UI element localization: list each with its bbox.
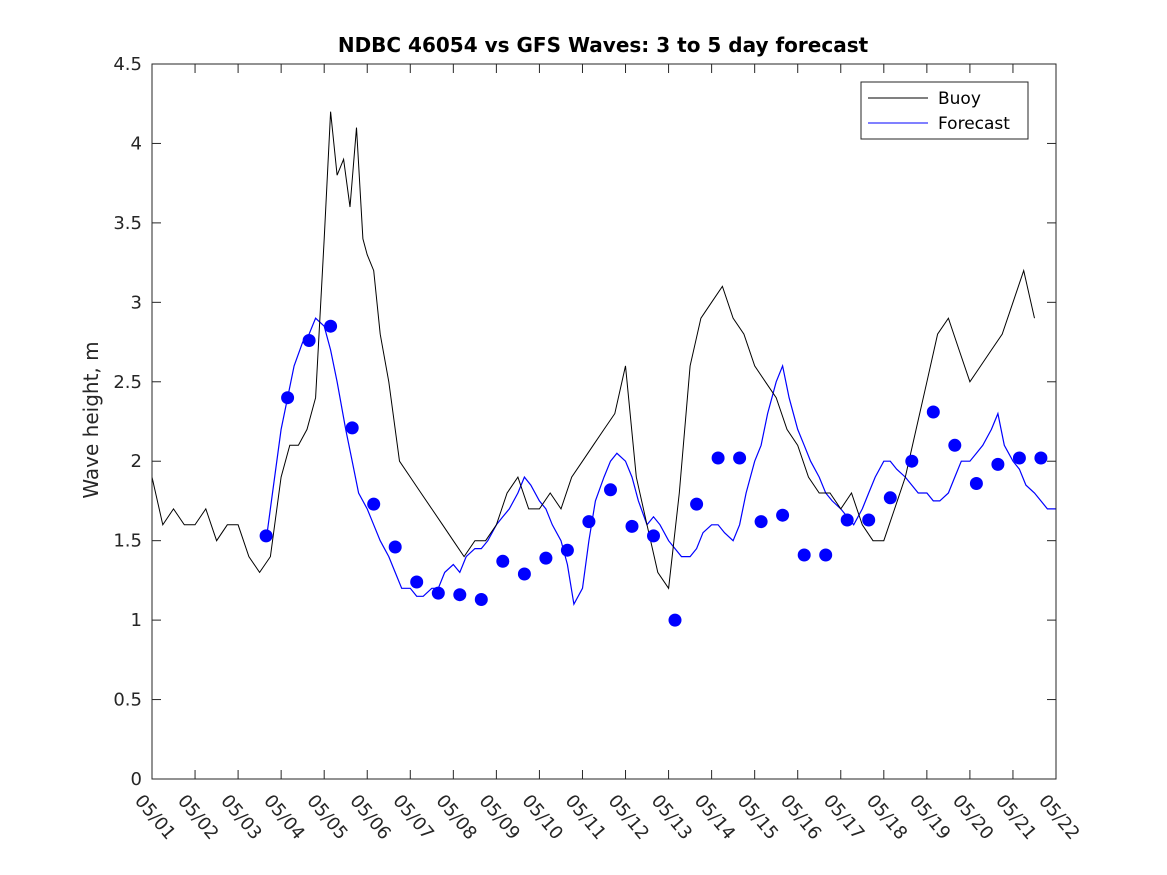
x-tick-label: 05/22 <box>1034 791 1083 844</box>
x-tick-label: 05/01 <box>130 791 179 844</box>
forecast-point <box>496 554 510 568</box>
x-tick-label: 05/06 <box>345 791 394 844</box>
y-tick-label: 0 <box>131 769 142 790</box>
forecast-point <box>797 548 811 562</box>
forecast-point <box>733 451 747 465</box>
x-tick-label: 05/08 <box>432 791 481 844</box>
x-tick-label: 05/05 <box>302 791 351 844</box>
legend: Buoy Forecast <box>860 81 1029 140</box>
x-tick-label: 05/21 <box>991 791 1040 844</box>
forecast-point <box>388 540 402 554</box>
series-line-forecast <box>265 317 1056 607</box>
forecast-point <box>324 319 338 333</box>
legend-label-buoy: Buoy <box>938 89 981 109</box>
y-tick-label: 4 <box>131 133 142 154</box>
forecast-point <box>840 513 854 527</box>
y-tick-label: 1 <box>131 610 142 631</box>
plot-area <box>151 111 1056 627</box>
forecast-point <box>883 491 897 505</box>
forecast-point <box>604 483 617 497</box>
forecast-point <box>539 551 553 565</box>
y-tick-label: 3.5 <box>113 213 142 234</box>
forecast-point <box>991 457 1005 471</box>
forecast-point <box>453 588 467 602</box>
forecast-point <box>345 421 359 435</box>
x-tick-label: 05/12 <box>604 791 653 844</box>
series-line-buoy <box>151 111 1035 590</box>
chart-title: NDBC 46054 vs GFS Waves: 3 to 5 day fore… <box>338 33 869 57</box>
x-tick-label: 05/16 <box>776 791 825 844</box>
x-tick-label: 05/18 <box>862 791 911 844</box>
x-tick-label: 05/10 <box>518 791 567 844</box>
y-tick-label: 0.5 <box>113 690 142 711</box>
forecast-point <box>582 515 596 529</box>
y-tick-label: 2 <box>131 451 142 472</box>
forecast-point <box>668 613 682 627</box>
forecast-point <box>302 334 316 347</box>
forecast-point <box>431 586 445 600</box>
x-tick-label: 05/07 <box>388 791 437 844</box>
y-tick-label: 1.5 <box>113 531 142 552</box>
forecast-point <box>690 497 704 511</box>
x-tick-label: 05/19 <box>905 791 954 844</box>
x-tick-label: 05/04 <box>259 791 308 844</box>
forecast-point <box>367 497 381 511</box>
forecast-point <box>1034 451 1048 465</box>
x-tick-label: 05/20 <box>948 791 997 844</box>
x-tick-label: 05/14 <box>690 791 739 844</box>
x-tick-label: 05/11 <box>561 791 610 844</box>
y-tick-label: 2.5 <box>113 372 142 393</box>
forecast-point <box>905 454 919 468</box>
axes: 0 0.5 1 1.5 2 2.5 3 3.5 4 4.5 05/0105/0205/0305/04… <box>113 54 1083 844</box>
forecast-point <box>625 519 639 533</box>
x-tick-label: 05/03 <box>216 791 265 844</box>
forecast-point <box>517 567 531 581</box>
x-tick-label: 05/13 <box>647 791 696 844</box>
forecast-point <box>926 405 940 419</box>
forecast-point <box>474 593 488 606</box>
forecast-point <box>862 513 876 527</box>
legend-label-forecast: Forecast <box>938 114 1010 134</box>
forecast-point <box>776 508 790 522</box>
forecast-point <box>948 438 962 452</box>
y-axis-label: Wave height, m <box>79 341 103 498</box>
forecast-point <box>711 451 725 465</box>
forecast-point <box>969 477 983 490</box>
forecast-point <box>1012 451 1026 465</box>
forecast-point <box>410 575 424 589</box>
forecast-point <box>259 529 273 543</box>
x-tick-label: 05/09 <box>475 791 524 844</box>
axes-box <box>151 63 1057 780</box>
y-tick-label: 3 <box>131 292 142 313</box>
x-tick-label: 05/17 <box>819 791 868 844</box>
legend-box <box>860 81 1029 140</box>
forecast-point <box>754 515 768 529</box>
x-tick-label: 05/15 <box>733 791 782 844</box>
forecast-point <box>281 391 295 405</box>
y-tick-label: 4.5 <box>113 54 142 75</box>
forecast-point <box>819 548 833 562</box>
x-tick-label: 05/02 <box>173 791 222 844</box>
forecast-point <box>560 543 574 557</box>
forecast-point <box>647 529 660 543</box>
